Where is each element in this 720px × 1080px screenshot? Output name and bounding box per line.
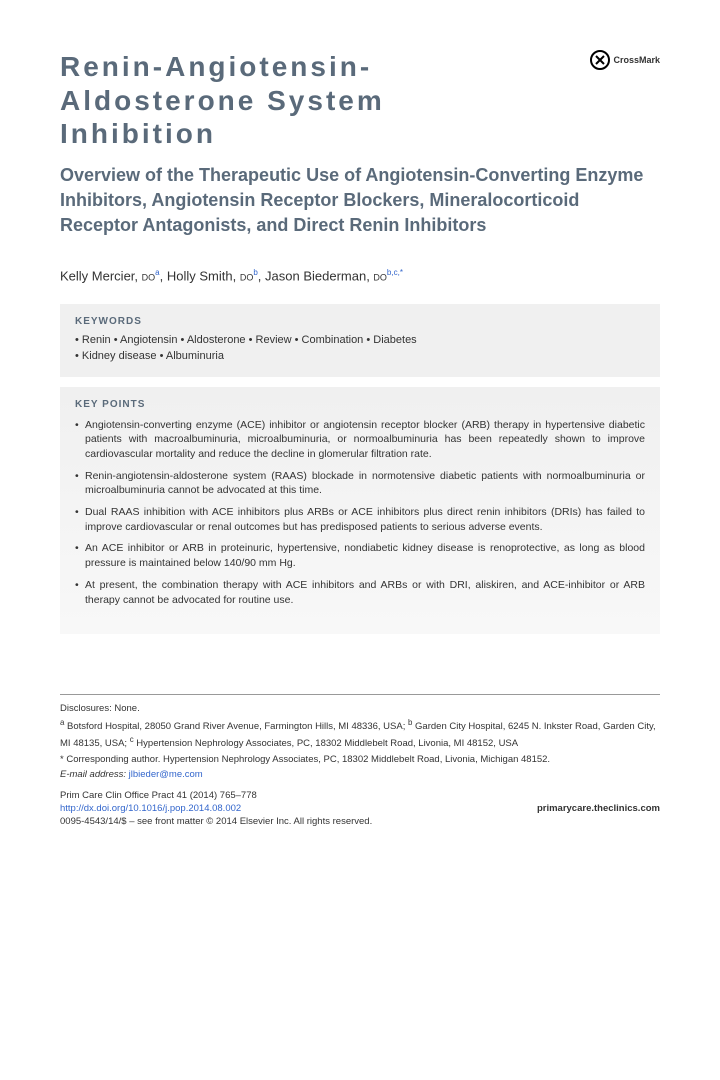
footer-divider — [60, 694, 660, 695]
keywords-header: KEYWORDS — [75, 316, 645, 327]
email-line: E-mail address: jlbieder@me.com — [60, 769, 660, 780]
keypoints-box: KEY POINTS Angiotensin-converting enzyme… — [60, 387, 660, 635]
author-affil: a — [155, 268, 159, 277]
article-subtitle: Overview of the Therapeutic Use of Angio… — [60, 163, 660, 239]
journal-url[interactable]: primarycare.theclinics.com — [537, 803, 660, 814]
author: Kelly Mercier — [60, 269, 134, 284]
affiliation-text: Hypertension Nephrology Associates, PC, … — [136, 738, 518, 749]
journal-citation: Prim Care Clin Office Pract 41 (2014) 76… — [60, 790, 257, 801]
author-degree: DO — [240, 273, 254, 283]
author-degree: DO — [142, 273, 156, 283]
corresponding-author: * Corresponding author. Hypertension Nep… — [60, 753, 660, 766]
keywords-list: • Renin • Angiotensin • Aldosterone • Re… — [75, 332, 645, 365]
journal-line: Prim Care Clin Office Pract 41 (2014) 76… — [60, 790, 660, 801]
author-degree: DO — [373, 273, 387, 283]
keypoints-header: KEY POINTS — [75, 399, 645, 410]
authors-line: Kelly Mercier, DOa, Holly Smith, DOb, Ja… — [60, 268, 660, 283]
keypoint-item: Dual RAAS inhibition with ACE inhibitors… — [75, 505, 645, 534]
author-affil: b,c,* — [387, 268, 403, 277]
affil-marker: a — [60, 718, 64, 727]
keypoints-list: Angiotensin-converting enzyme (ACE) inhi… — [75, 418, 645, 608]
affiliations: a Botsford Hospital, 28050 Grand River A… — [60, 717, 660, 750]
email-label: E-mail address: — [60, 769, 126, 780]
author: Jason Biederman — [265, 269, 366, 284]
affiliation-text: Botsford Hospital, 28050 Grand River Ave… — [67, 721, 405, 732]
article-title: Renin-Angiotensin-Aldosterone System Inh… — [60, 50, 510, 151]
keypoint-item: Angiotensin-converting enzyme (ACE) inhi… — [75, 418, 645, 462]
crossmark-icon — [590, 50, 610, 70]
affil-marker: c — [130, 735, 134, 744]
disclosures: Disclosures: None. — [60, 703, 660, 714]
copyright-line: 0095-4543/14/$ – see front matter © 2014… — [60, 816, 660, 827]
author-affil: b — [253, 268, 257, 277]
affil-marker: b — [408, 718, 412, 727]
author: Holly Smith — [167, 269, 233, 284]
keypoint-item: An ACE inhibitor or ARB in proteinuric, … — [75, 541, 645, 570]
doi-link[interactable]: http://dx.doi.org/10.1016/j.pop.2014.08.… — [60, 803, 241, 814]
keypoint-item: Renin-angiotensin-aldosterone system (RA… — [75, 469, 645, 498]
crossmark-badge[interactable]: CrossMark — [590, 50, 660, 70]
crossmark-label: CrossMark — [613, 55, 660, 65]
keywords-box: KEYWORDS • Renin • Angiotensin • Aldoste… — [60, 304, 660, 377]
doi-line: http://dx.doi.org/10.1016/j.pop.2014.08.… — [60, 803, 660, 814]
email-address[interactable]: jlbieder@me.com — [129, 769, 203, 780]
keypoint-item: At present, the combination therapy with… — [75, 578, 645, 607]
